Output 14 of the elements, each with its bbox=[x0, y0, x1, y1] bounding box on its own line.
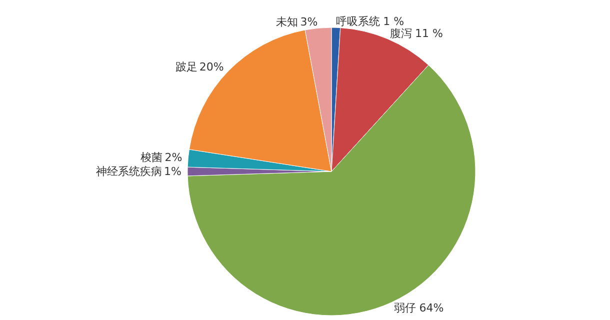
slice-label: 神经系统疾病 bbox=[96, 165, 162, 178]
slice-label: 呼吸系统 bbox=[336, 15, 380, 28]
data-label: 1% bbox=[164, 165, 182, 178]
slice-label: 梭菌 bbox=[140, 151, 163, 164]
data-label: 1 % bbox=[383, 15, 404, 28]
data-label: 64% bbox=[419, 301, 444, 314]
slice-label: 弱仔 bbox=[394, 301, 416, 314]
data-label: 2% bbox=[164, 151, 182, 164]
slice-label: 腹泻 bbox=[390, 26, 412, 40]
data-label: 20% bbox=[199, 60, 224, 74]
data-label: 11 % bbox=[414, 26, 443, 40]
slice-label: 跛足 bbox=[175, 60, 198, 74]
data-label: 3% bbox=[300, 16, 318, 29]
slice-label: 未知 bbox=[276, 16, 298, 29]
